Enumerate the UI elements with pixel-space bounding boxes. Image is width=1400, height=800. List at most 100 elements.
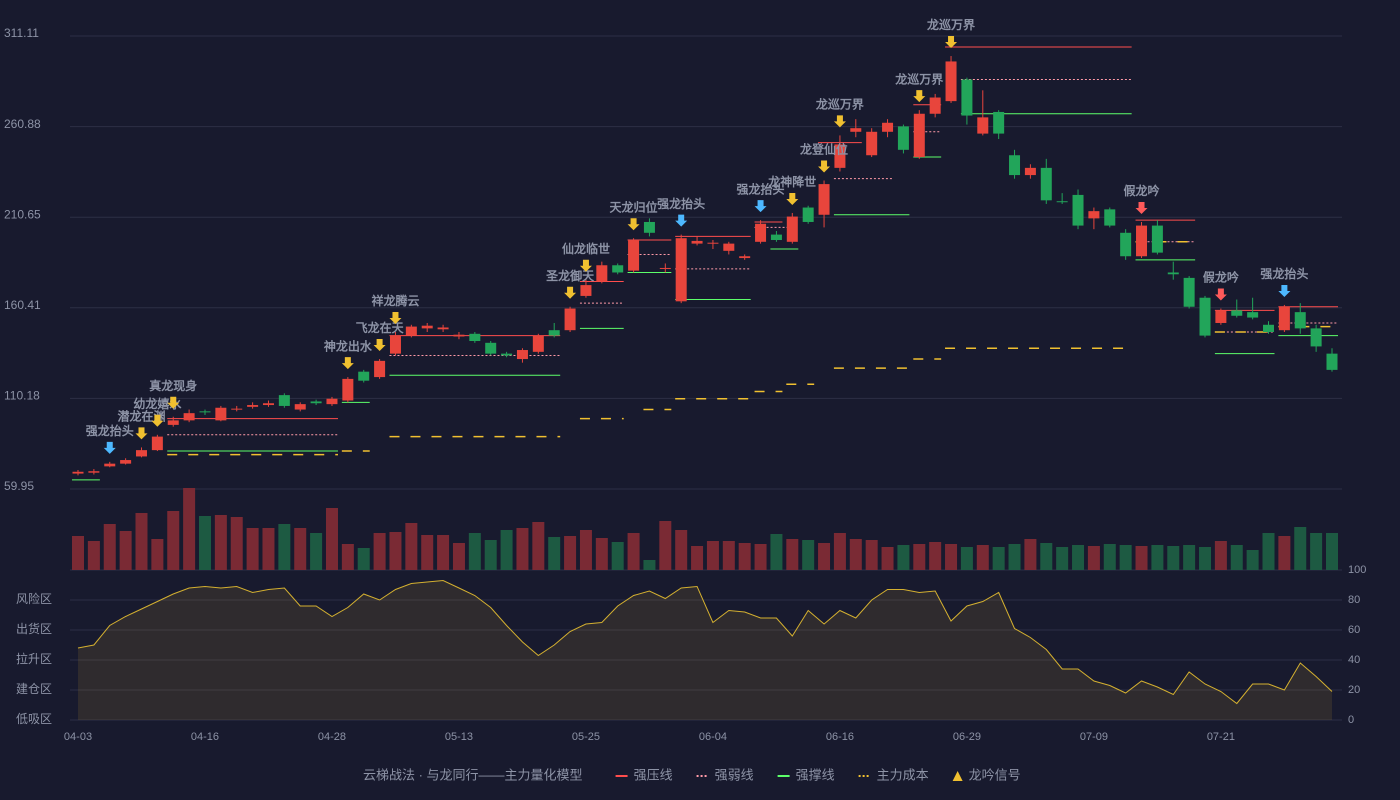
candle-body bbox=[310, 401, 322, 404]
volume-bar bbox=[198, 516, 211, 570]
y-tick-label: 110.18 bbox=[4, 389, 40, 403]
signal-arrow bbox=[1278, 284, 1291, 297]
volume-bar bbox=[1183, 545, 1196, 570]
y2-tick-label: 40 bbox=[1348, 654, 1360, 666]
legend-title: 云梯战法 · 与龙同行——主力量化模型 bbox=[363, 767, 583, 782]
x-tick-label: 07-21 bbox=[1207, 731, 1235, 743]
oscillator-line bbox=[77, 579, 1333, 705]
volume-bar bbox=[373, 533, 386, 570]
candle-body bbox=[913, 113, 925, 158]
candle-body bbox=[1294, 312, 1306, 329]
volume-bar bbox=[865, 540, 878, 570]
candle-body bbox=[485, 342, 497, 354]
signal-label: 潜龙在渊 bbox=[117, 409, 165, 424]
volume-bar bbox=[325, 508, 338, 570]
candle-body bbox=[469, 333, 481, 342]
candle-body bbox=[897, 126, 909, 150]
candle-body bbox=[564, 308, 576, 331]
signal-label: 祥龙腾云 bbox=[371, 293, 419, 308]
volume-bar bbox=[389, 532, 402, 570]
volume-bar bbox=[183, 488, 196, 570]
y2-tick-label: 80 bbox=[1348, 594, 1360, 606]
volume-bar bbox=[1230, 545, 1243, 570]
volume-bar bbox=[119, 531, 132, 570]
signal-label: 龙巡万界 bbox=[895, 71, 943, 86]
candle-body bbox=[1231, 310, 1243, 316]
volume-bar bbox=[579, 530, 592, 570]
candle-body bbox=[1263, 324, 1275, 332]
candle-body bbox=[183, 413, 195, 421]
y-tick-label: 160.41 bbox=[4, 298, 41, 312]
volume-bar bbox=[833, 533, 846, 570]
volume-bar bbox=[722, 541, 735, 570]
legend-label: 龙吟信号 bbox=[969, 767, 1021, 782]
candle-body bbox=[1183, 277, 1195, 307]
volume-bar bbox=[294, 528, 307, 570]
candle-body bbox=[88, 471, 100, 473]
signal-arrow bbox=[373, 339, 386, 352]
signal-arrow bbox=[167, 396, 180, 409]
volume-bar bbox=[310, 533, 323, 570]
volume-bar bbox=[881, 547, 894, 570]
volume-bar bbox=[1246, 550, 1259, 570]
signal-arrow bbox=[627, 218, 640, 231]
candle-body bbox=[723, 243, 735, 251]
candle-body bbox=[802, 207, 814, 222]
volume-bar bbox=[516, 528, 529, 570]
y2-tick-label: 100 bbox=[1348, 564, 1366, 576]
volume-bar bbox=[278, 524, 291, 570]
candle-body bbox=[580, 285, 592, 296]
volume-bar bbox=[1294, 527, 1307, 570]
candle-body bbox=[405, 326, 417, 336]
candle-body bbox=[262, 403, 274, 406]
volume-bar bbox=[1056, 547, 1069, 570]
volume-bar bbox=[1262, 533, 1275, 570]
candle-body bbox=[755, 223, 767, 242]
candle-body bbox=[1151, 225, 1163, 253]
volume-bar bbox=[532, 522, 545, 570]
signal-label: 强龙抬头 bbox=[657, 196, 705, 211]
signal-arrow bbox=[913, 90, 926, 103]
candle-body bbox=[294, 404, 306, 410]
x-tick-label: 06-29 bbox=[953, 731, 981, 743]
x-tick-label: 05-25 bbox=[572, 731, 600, 743]
candle-body bbox=[1278, 306, 1290, 331]
candle-body bbox=[1136, 225, 1148, 257]
candle-body bbox=[501, 353, 513, 356]
candle-body bbox=[1215, 310, 1227, 323]
signal-arrow bbox=[341, 357, 354, 370]
signal-label: 龙登仙位 bbox=[800, 142, 848, 157]
volume-bar bbox=[675, 530, 688, 570]
candle-body bbox=[675, 238, 687, 302]
volume-bar bbox=[595, 538, 608, 570]
signal-arrow bbox=[103, 441, 116, 454]
signal-label: 龙巡万界 bbox=[816, 97, 864, 112]
signal-arrow bbox=[675, 214, 688, 227]
volume-bar bbox=[230, 517, 243, 570]
volume-bar bbox=[87, 541, 100, 570]
signal-arrow bbox=[135, 427, 148, 440]
x-tick-label: 04-28 bbox=[318, 731, 346, 743]
candle-body bbox=[882, 122, 894, 132]
y-tick-label: 311.11 bbox=[4, 26, 39, 40]
x-tick-label: 06-04 bbox=[699, 731, 727, 743]
volume-bar bbox=[818, 543, 831, 570]
signal-label: 龙巡万界 bbox=[927, 17, 975, 32]
zone-label: 建仓区 bbox=[16, 682, 52, 696]
signal-label: 强龙抬头 bbox=[737, 181, 785, 196]
candle-body bbox=[1326, 353, 1338, 370]
volume-bar bbox=[72, 536, 84, 570]
y-tick-label: 210.65 bbox=[4, 207, 41, 221]
volume-bar bbox=[1103, 544, 1116, 570]
candle-body bbox=[1247, 312, 1259, 318]
candle-body bbox=[643, 221, 655, 233]
volume-bar bbox=[1040, 543, 1053, 570]
volume-bar bbox=[1326, 533, 1338, 570]
signal-arrow bbox=[833, 115, 846, 128]
volume-bar bbox=[691, 546, 704, 570]
y2-tick-label: 0 bbox=[1348, 714, 1354, 726]
candle-body bbox=[326, 398, 338, 405]
volume-bar bbox=[802, 540, 815, 570]
candle-body bbox=[659, 267, 671, 269]
